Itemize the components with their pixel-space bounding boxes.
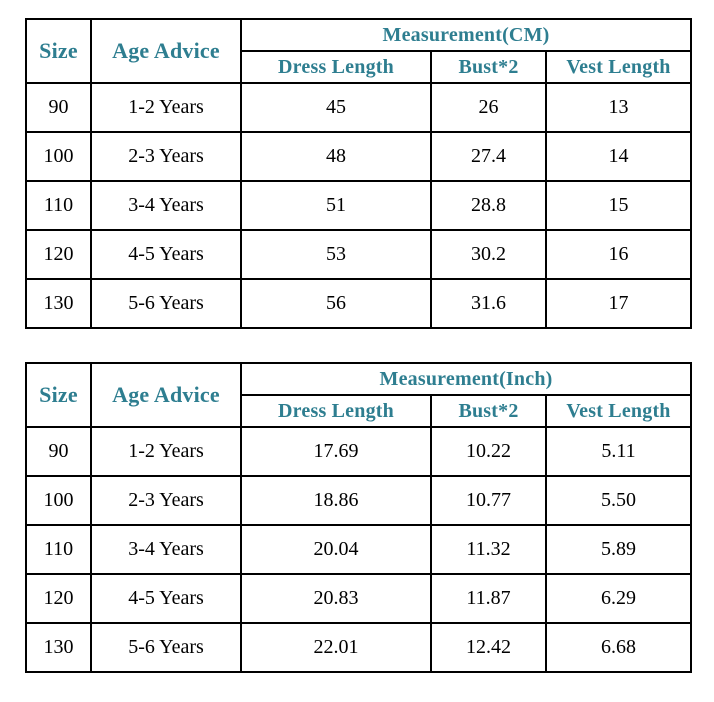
cell-vest-length: 5.89 [544,524,693,575]
cell-age: 5-6 Years [90,278,242,329]
cell-bust2: 11.87 [430,573,547,624]
table-row: 100 2-3 Years 48 27.4 14 [25,131,693,182]
measurement-inch-group-header: Measurement(Inch) [239,362,693,396]
column-header-age-advice: Age Advice [90,362,242,428]
cell-vest-length: 6.29 [544,573,693,624]
cell-dress-length: 22.01 [240,622,432,673]
cell-bust2: 31.6 [430,278,547,329]
column-header-vest-length: Vest Length [544,50,693,84]
cell-age: 3-4 Years [90,180,242,231]
table-row: 110 3-4 Years 20.04 11.32 5.89 [25,524,693,575]
cell-vest-length: 13 [544,82,693,133]
cell-dress-length: 48 [240,131,432,182]
cell-vest-length: 6.68 [544,622,693,673]
cell-age: 4-5 Years [90,573,242,624]
cell-age: 1-2 Years [90,426,242,477]
cell-dress-length: 56 [240,278,432,329]
table-row: 90 1-2 Years 17.69 10.22 5.11 [25,426,693,477]
cell-bust2: 30.2 [430,229,547,280]
cell-size: 90 [25,426,92,477]
cell-age: 2-3 Years [90,131,242,182]
cell-age: 1-2 Years [90,82,242,133]
cell-bust2: 10.77 [430,475,547,526]
cell-dress-length: 18.86 [240,475,432,526]
cell-vest-length: 5.50 [544,475,693,526]
cell-dress-length: 45 [240,82,432,133]
cell-age: 5-6 Years [90,622,242,673]
header-row-sub: Dress Length Bust*2 Vest Length [26,50,693,84]
header-row-group: Size Age Advice Measurement(CM) [25,18,693,84]
cell-size: 130 [25,622,92,673]
cell-vest-length: 15 [544,180,693,231]
column-header-vest-length: Vest Length [544,394,693,428]
cell-bust2: 28.8 [430,180,547,231]
table-row: 120 4-5 Years 20.83 11.87 6.29 [25,573,693,624]
header-row-sub: Dress Length Bust*2 Vest Length [26,394,693,428]
cell-bust2: 12.42 [430,622,547,673]
table-row: 130 5-6 Years 56 31.6 17 [25,278,693,329]
column-header-bust2: Bust*2 [430,50,547,84]
cell-vest-length: 14 [544,131,693,182]
table-row: 90 1-2 Years 45 26 13 [25,82,693,133]
table-row: 120 4-5 Years 53 30.2 16 [25,229,693,280]
table-row: 110 3-4 Years 51 28.8 15 [25,180,693,231]
column-header-bust2: Bust*2 [430,394,547,428]
cell-size: 110 [25,180,92,231]
cell-size: 90 [25,82,92,133]
cell-size: 100 [25,475,92,526]
column-header-size: Size [25,362,92,428]
cell-vest-length: 5.11 [544,426,693,477]
header-row-group: Size Age Advice Measurement(Inch) [25,362,693,428]
cell-dress-length: 17.69 [240,426,432,477]
cell-size: 120 [25,229,92,280]
table-row: 100 2-3 Years 18.86 10.77 5.50 [25,475,693,526]
cell-dress-length: 53 [240,229,432,280]
cell-dress-length: 20.83 [240,573,432,624]
cell-dress-length: 51 [240,180,432,231]
table-row: 130 5-6 Years 22.01 12.42 6.68 [25,622,693,673]
cell-age: 4-5 Years [90,229,242,280]
size-chart-inch-table: Size Age Advice Measurement(Inch) Dress … [25,362,693,673]
cell-age: 3-4 Years [90,524,242,575]
column-header-age-advice: Age Advice [90,18,242,84]
cell-dress-length: 20.04 [240,524,432,575]
column-header-dress-length: Dress Length [240,394,432,428]
size-chart-cm-table: Size Age Advice Measurement(CM) Dress Le… [25,18,693,329]
cell-size: 110 [25,524,92,575]
cell-size: 130 [25,278,92,329]
measurement-cm-group-header: Measurement(CM) [239,18,693,52]
cell-vest-length: 16 [544,229,693,280]
cell-bust2: 10.22 [430,426,547,477]
cell-bust2: 27.4 [430,131,547,182]
cell-bust2: 26 [430,82,547,133]
column-header-dress-length: Dress Length [240,50,432,84]
cell-bust2: 11.32 [430,524,547,575]
cell-size: 120 [25,573,92,624]
cell-age: 2-3 Years [90,475,242,526]
cell-vest-length: 17 [544,278,693,329]
cell-size: 100 [25,131,92,182]
column-header-size: Size [25,18,92,84]
